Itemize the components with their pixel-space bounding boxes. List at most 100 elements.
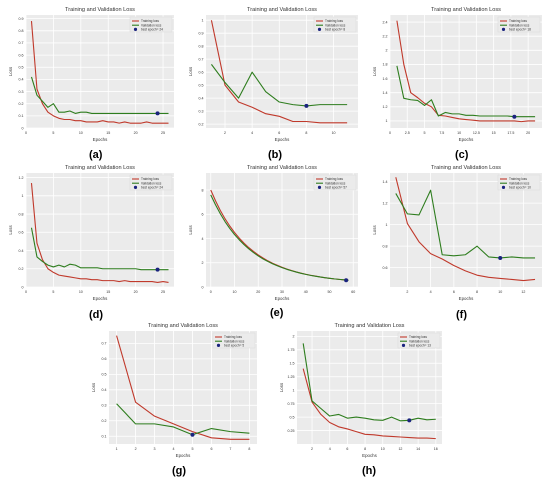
- y-tick-label: 0.3: [19, 90, 24, 94]
- y-tick-label: 0.2: [102, 419, 107, 423]
- x-tick-label: 25: [161, 131, 165, 135]
- y-tick-label: 0.5: [102, 373, 107, 377]
- chart-title: Training and Validation Loss: [148, 323, 218, 329]
- y-tick-label: 0.3: [102, 404, 107, 408]
- x-tick-label: 2: [135, 447, 137, 451]
- legend-entry: best epoch= 18: [509, 28, 531, 32]
- y-tick-label: 0.25: [288, 429, 295, 433]
- y-tick-label: 1.2: [383, 201, 388, 205]
- x-tick-label: 50: [328, 290, 332, 294]
- y-tick-label: 0.9: [19, 17, 24, 21]
- y-tick-label: 0.4: [199, 96, 204, 100]
- legend-entry: Validation loss: [509, 181, 530, 185]
- x-tick-label: 40: [304, 290, 308, 294]
- y-tick-label: 1: [386, 223, 388, 227]
- panel-label-h: (h): [362, 465, 377, 477]
- validation-loss-line: [396, 65, 536, 118]
- y-tick-label: 0.6: [19, 53, 24, 57]
- x-tick-label: 0: [25, 131, 27, 135]
- y-axis-label: Loss: [372, 66, 377, 76]
- chart-title: Training and Validation Loss: [335, 323, 405, 329]
- legend-entry: Validation loss: [325, 23, 346, 27]
- legend-entry: Training loss: [325, 19, 343, 23]
- y-tick-label: 1: [386, 119, 388, 123]
- y-tick-label: 0.5: [290, 415, 295, 419]
- y-tick-label: 0.1: [102, 435, 107, 439]
- x-tick-label: 12.5: [473, 131, 480, 135]
- chart-svg-c: 0 2.5 5 7.5 10 12.5 15 17.5 20 1 1.2 1.4 1.6 1.8 2 2.2 2…: [372, 7, 542, 142]
- y-tick-label: 0: [22, 126, 24, 130]
- legend-best-marker: [133, 27, 138, 31]
- x-tick-label: 14: [416, 447, 420, 451]
- validation-loss-line: [210, 194, 349, 281]
- x-tick-label: 20: [134, 290, 138, 294]
- x-tick-label: 10: [79, 290, 83, 294]
- legend-best-marker: [501, 185, 506, 189]
- y-tick-label: 0.8: [19, 29, 24, 33]
- x-tick-label: 2.5: [405, 131, 410, 135]
- best-epoch-point: [304, 103, 309, 108]
- y-tick-label: 1.2: [383, 105, 388, 109]
- legend-best-marker: [401, 343, 406, 347]
- legend-box: [212, 332, 256, 349]
- x-tick-label: 4: [329, 447, 331, 451]
- y-tick-label: 1.5: [290, 362, 295, 366]
- legend-entry: best epoch= 5: [224, 344, 244, 348]
- x-axis-label: Epochs: [459, 137, 474, 142]
- x-tick-label: 8: [476, 290, 478, 294]
- y-tick-label: 2: [293, 335, 295, 339]
- x-tick-label: 3: [154, 447, 156, 451]
- y-axis-label: Loss: [188, 225, 193, 235]
- validation-loss-line: [302, 343, 436, 422]
- legend-entry: best epoch= 8: [325, 28, 345, 32]
- chart-panel-f: 2 4 6 8 10 12 0.6 0.8 1 1.2 1.4 Training and Valida…: [366, 160, 548, 305]
- chart-svg-e: 0 10 20 30 40 50 60 0 2 4 6 8 Training and Validatio…: [188, 165, 358, 301]
- chart-svg-g: 1 2 3 4 5 6 7 8 0.1 0.2 0.3 0.4 0.5 0.6 0.7 Training an…: [91, 323, 257, 458]
- x-tick-label: 10: [498, 290, 502, 294]
- x-tick-label: 20: [134, 131, 138, 135]
- x-axis-label: Epochs: [93, 296, 108, 301]
- legend-entry: Validation loss: [141, 181, 162, 185]
- x-tick-label: 25: [161, 290, 165, 294]
- validation-loss-line: [210, 64, 348, 107]
- y-tick-label: 0.6: [19, 231, 24, 235]
- chart-panel-e: 0 10 20 30 40 50 60 0 2 4 6 8 Training and Validatio…: [182, 160, 364, 305]
- x-tick-label: 5: [191, 447, 193, 451]
- x-tick-label: 4: [173, 447, 175, 451]
- plot-area: [26, 15, 174, 128]
- x-tick-label: 6: [453, 290, 455, 294]
- x-tick-label: 60: [351, 290, 355, 294]
- y-tick-label: 2: [202, 261, 204, 265]
- legend-box: [313, 16, 357, 33]
- y-tick-label: 1.8: [383, 63, 388, 67]
- y-axis-label: Loss: [188, 66, 193, 76]
- training-loss-line: [396, 20, 536, 123]
- panel-label-e: (e): [270, 307, 284, 319]
- legend-entry: Training loss: [141, 177, 159, 181]
- x-tick-label: 0: [25, 290, 27, 294]
- chart-panel-d: 0 5 10 15 20 25 0 0.2 0.4 0.6 0.8 1 1.2 Training and …: [2, 160, 180, 305]
- best-epoch-point: [190, 432, 195, 437]
- y-tick-label: 2.2: [383, 34, 388, 38]
- panel-label-f: (f): [456, 309, 467, 321]
- y-axis-label: Loss: [91, 382, 96, 392]
- y-tick-label: 0.75: [288, 402, 295, 406]
- y-tick-label: 1.25: [288, 375, 295, 379]
- legend-entry: best epoch= 57: [325, 186, 347, 190]
- x-tick-label: 10: [79, 131, 83, 135]
- y-tick-label: 0.2: [199, 122, 204, 126]
- legend-entry: Training loss: [509, 177, 527, 181]
- y-tick-label: 0: [202, 285, 204, 289]
- y-tick-label: 2: [386, 49, 388, 53]
- legend-box: [497, 16, 541, 33]
- x-tick-label: 10: [332, 131, 336, 135]
- legend-entry: best epoch= 13: [409, 344, 431, 348]
- chart-svg-d: 0 5 10 15 20 25 0 0.2 0.4 0.6 0.8 1 1.2 Training and …: [8, 165, 174, 301]
- x-tick-label: 12: [398, 447, 402, 451]
- chart-title: Training and Validation Loss: [247, 165, 317, 171]
- legend-entry: Training loss: [509, 19, 527, 23]
- y-tick-label: 0.4: [19, 249, 24, 253]
- x-tick-label: 8: [248, 447, 250, 451]
- x-axis-label: Epochs: [362, 453, 377, 458]
- x-tick-label: 1: [116, 447, 118, 451]
